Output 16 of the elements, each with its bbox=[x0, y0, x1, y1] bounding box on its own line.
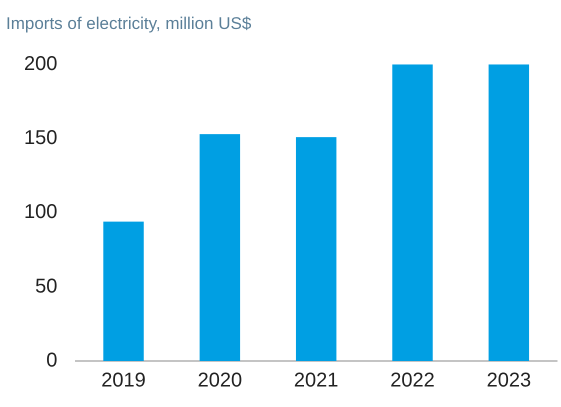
x-tick-label: 2019 bbox=[101, 370, 146, 392]
y-tick-label: 50 bbox=[35, 275, 58, 298]
x-tick-label: 2023 bbox=[486, 370, 532, 392]
y-tick-label: 150 bbox=[24, 127, 58, 150]
x-tick-label: 2021 bbox=[294, 370, 338, 392]
x-tick-label: 2022 bbox=[390, 370, 435, 392]
y-tick-label: 200 bbox=[24, 52, 58, 75]
bar bbox=[392, 64, 433, 361]
chart-title: Imports of electricity, million US$ bbox=[6, 14, 252, 33]
y-tick-label: 100 bbox=[24, 201, 58, 224]
bar bbox=[103, 222, 144, 361]
bar bbox=[488, 64, 530, 361]
bar bbox=[296, 137, 336, 361]
bar bbox=[200, 134, 240, 361]
x-tick-label: 2020 bbox=[198, 370, 242, 392]
y-tick-label: 0 bbox=[46, 350, 58, 372]
